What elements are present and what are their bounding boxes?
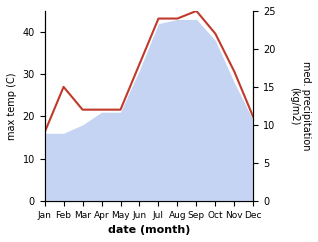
Y-axis label: med. precipitation
(kg/m2): med. precipitation (kg/m2) — [289, 61, 311, 151]
Y-axis label: max temp (C): max temp (C) — [7, 72, 17, 140]
X-axis label: date (month): date (month) — [108, 225, 190, 235]
